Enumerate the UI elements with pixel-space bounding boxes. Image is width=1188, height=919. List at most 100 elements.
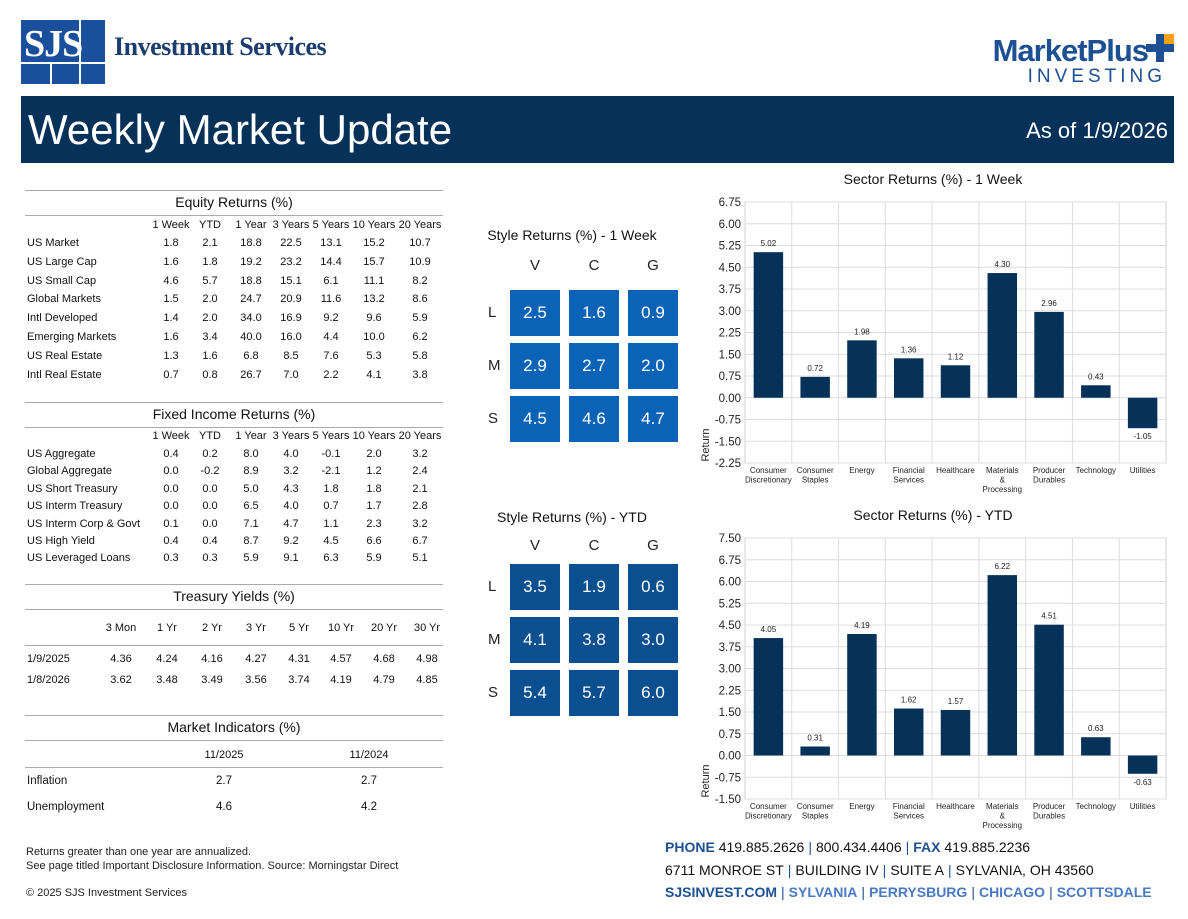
treasury-col-header: 2 Yr [202,622,222,634]
y-tick-label: 6.00 [719,219,741,231]
equity-cell: 18.8 [240,237,262,249]
style_ytd-col-label: G [647,537,659,554]
city-scottsdale[interactable]: SCOTTSDALE [1056,884,1152,900]
style_ytd-cell: 3.0 [628,617,678,663]
y-tick-label: 0.75 [719,729,741,741]
bar [1081,385,1111,398]
fixed-cell: 0.1 [163,517,179,530]
indicators-row-label: Unemployment [27,801,105,813]
fixed-cell: 2.4 [412,465,428,478]
y-tick-label: -1.50 [715,436,741,448]
bar [893,358,924,398]
city-sylvania[interactable]: SYLVANIA [788,884,858,900]
as-of-date: As of 1/9/2026 [1026,118,1168,143]
city-chicago[interactable]: CHICAGO [978,884,1046,900]
city-perrysburg[interactable]: PERRYSBURG [869,884,968,900]
fixed-cell: 0.4 [163,535,179,547]
category-label: Producer Durables [1033,466,1066,485]
indicators-title-rule [25,740,443,741]
fixed-col-header: 10 Years [352,430,396,442]
fixed-cell: 1.1 [323,517,339,530]
category-label: Consumer Discretionary [745,802,792,821]
contact-web: SJSINVEST.COM | SYLVANIA | PERRYSBURG | CHICAG… [665,884,1152,900]
y-tick-label: 4.50 [719,620,741,632]
style_week-cell: 2.9 [510,343,560,389]
treasury-col-header: 3 Mon [105,622,137,634]
fixed-row-label: Global Aggregate [27,465,113,478]
equity-row-label: Intl Developed [27,312,98,325]
treasury-cell: 3.62 [110,674,132,686]
fixed-cell: 4.0 [283,500,299,513]
data-label: 1.57 [948,697,964,706]
equity-cell: 8.6 [412,293,428,306]
copyright: © 2025 SJS Investment Services [26,887,187,899]
bar [847,340,877,398]
fixed-cell: -2.1 [321,465,341,478]
category-label: Energy [849,466,874,475]
category-label: Producer Durables [1033,802,1066,821]
fixed-cell: 3.2 [412,448,428,460]
style_week-col-label: C [588,257,600,274]
style_ytd-cell: 0.6 [628,564,678,610]
equity-cell: 11.1 [363,274,385,287]
company-name: Investment Services [114,32,327,61]
equity-cell: 1.5 [163,293,179,306]
fixed-title: Fixed Income Returns (%) [152,406,316,422]
data-label: 4.30 [994,260,1010,269]
fixed-col-header: 1 Year [235,430,267,442]
sector-ytd-chart: 7.50 6.75 6.00 5.25 4.50 3.75 3.00 2.25 1.50 0.75… [700,533,1167,830]
equity-col-header: 5 Years [312,219,350,231]
treasury-title-rule [25,609,443,610]
treasury-col-header: 20 Yr [370,622,398,634]
category-label: Consumer Staples [797,802,834,821]
treasury-cell: 4.19 [330,674,352,686]
fixed-cell: 1.8 [323,482,339,495]
data-label: -0.63 [1133,778,1152,787]
footnote-annualized: Returns greater than one year are annual… [26,846,252,858]
website-link[interactable]: SJSINVEST.COM [665,884,778,900]
equity-cell: 20.9 [280,293,302,306]
fixed-cell: 2.1 [412,482,428,495]
fixed-cell: 5.9 [243,552,259,565]
equity-cell: 2.0 [202,312,218,325]
equity-cell: 2.2 [323,368,339,381]
fixed-cell: 0.0 [163,482,179,495]
fixed-cell: 0.0 [163,465,179,478]
style_ytd-cell: 1.9 [569,564,619,610]
fixed-cell: 7.1 [243,517,259,530]
treasury-col-header: 1 Yr [157,622,177,634]
category-label: Technology [1076,802,1116,811]
treasury-col-header: 30 Yr [413,622,441,634]
fixed-cell: 0.0 [163,500,179,513]
data-label: 6.22 [994,562,1010,571]
fixed-cell: 6.6 [366,535,382,547]
data-label: 1.62 [901,696,917,705]
treasury-col-header: 3 Yr [246,622,266,634]
fax-label: FAX [913,839,941,855]
equity-title: Equity Returns (%) [175,194,293,210]
equity-cell: 15.2 [363,237,385,249]
address-suite: SUITE A [890,862,944,878]
fixed-col-header: 1 Week [152,430,190,442]
phone-label: PHONE [665,839,715,855]
y-tick-label: 6.75 [719,555,741,567]
treasury-row-label: 1/8/2026 [27,674,70,686]
data-label: -1.05 [1133,432,1152,441]
bar [940,365,971,398]
equity-cell: 26.7 [240,368,262,381]
fixed-cell: 5.0 [243,482,259,495]
style_ytd-cell: 3.8 [569,617,619,663]
treasury-row-label: 1/9/2025 [27,653,70,665]
equity-cell: 1.3 [163,349,179,362]
treasury-cell: 3.56 [245,674,267,686]
category-label: Materials & Processing [982,466,1022,494]
equity-col-header: 10 Years [352,219,396,231]
phone-main[interactable]: 419.885.2626 [718,839,805,855]
indicators-row-label: Inflation [27,775,68,787]
equity-col-header: 20 Years [398,219,442,231]
phone-tollfree[interactable]: 800.434.4406 [815,839,902,855]
category-label: Utilities [1130,802,1156,811]
treasury-cell: 4.16 [201,653,223,665]
equity-cell: 9.2 [323,312,339,325]
style_week-title: Style Returns (%) - 1 Week [487,227,657,243]
